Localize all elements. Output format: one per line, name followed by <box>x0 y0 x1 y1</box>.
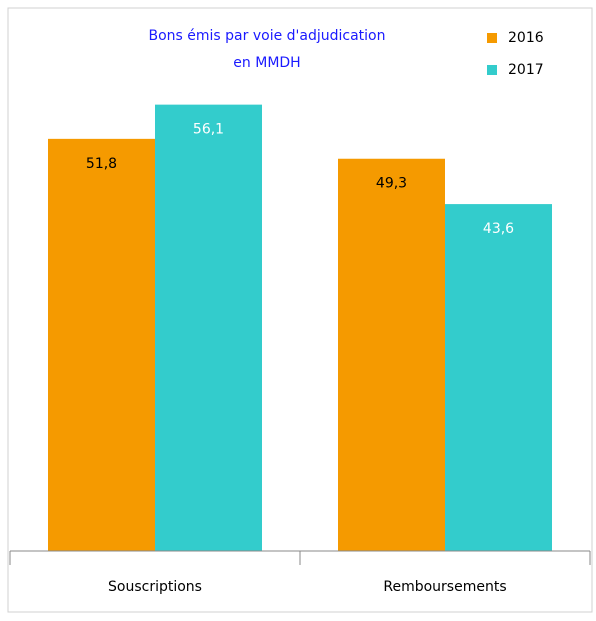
value-label: 51,8 <box>86 156 117 172</box>
bar <box>445 204 552 552</box>
bar <box>48 138 155 551</box>
legend-swatch <box>487 65 497 75</box>
legend-label: 2016 <box>508 30 544 46</box>
bar <box>155 104 262 551</box>
x-tick-label: Remboursements <box>383 579 506 595</box>
x-tick-label: Souscriptions <box>108 579 202 595</box>
value-label: 49,3 <box>376 176 407 192</box>
value-label: 56,1 <box>193 122 224 138</box>
legend-label: 2017 <box>508 62 544 78</box>
legend-swatch <box>487 33 497 43</box>
chart-title: Bons émis par voie d'adjudication <box>149 28 386 44</box>
bar <box>338 158 445 552</box>
chart-title: en MMDH <box>233 55 300 71</box>
value-label: 43,6 <box>483 221 514 237</box>
